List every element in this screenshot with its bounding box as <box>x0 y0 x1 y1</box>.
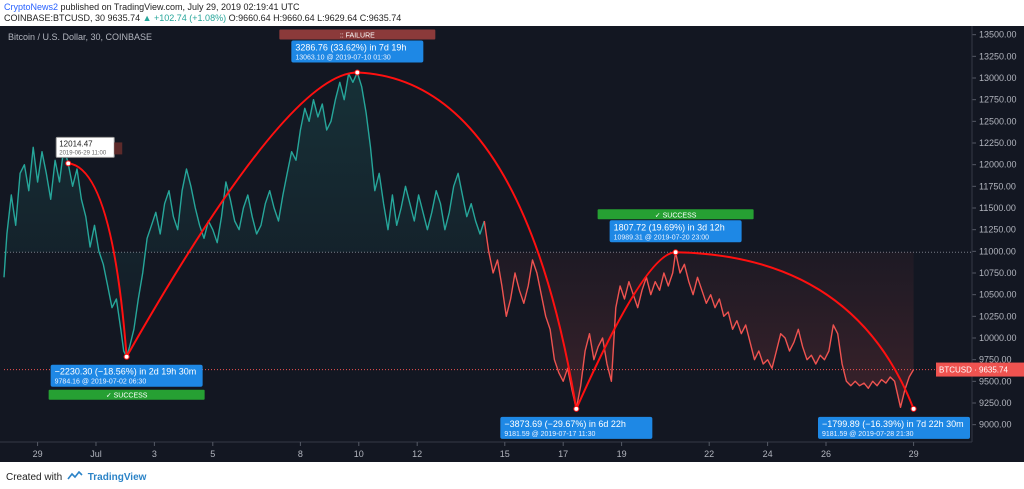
swing-point <box>672 249 679 256</box>
last-price-box <box>936 362 1024 377</box>
ohlc-values: O:9660.64 H:9660.64 L:9629.64 C:9635.74 <box>228 13 402 23</box>
swing-point <box>910 405 917 412</box>
annotation-box <box>291 40 424 63</box>
x-tick-label: 8 <box>298 449 303 459</box>
x-tick-label: 24 <box>763 449 773 459</box>
swing-arc <box>575 251 676 410</box>
author-link[interactable]: CryptoNews2 <box>4 2 59 12</box>
footer: Created with TradingView <box>0 462 1024 489</box>
annotation-box <box>609 220 742 243</box>
x-tick-label: 26 <box>821 449 831 459</box>
y-tick-label: 11250.00 <box>979 225 1016 235</box>
y-tick-label: 9000.00 <box>979 420 1012 430</box>
status-badge <box>279 29 436 40</box>
y-tick-label: 11750.00 <box>979 181 1016 191</box>
x-tick-label: 12 <box>412 449 422 459</box>
y-tick-label: 12000.00 <box>979 160 1017 170</box>
y-tick-label: 11500.00 <box>979 203 1016 213</box>
price-change: ▲ +102.74 (+1.08%) <box>142 13 227 23</box>
status-badge-label: ✓ SUCCESS <box>106 393 148 400</box>
annotation-sub: 13063.10 @ 2019-07-10 01:30 <box>295 55 391 62</box>
x-tick-label: 15 <box>500 449 510 459</box>
x-tick-label: 29 <box>909 449 919 459</box>
annotation-label: 12014.47 <box>59 139 93 148</box>
x-tick-label: 19 <box>617 449 627 459</box>
y-tick-label: 10500.00 <box>979 290 1017 300</box>
x-tick-label: Jul <box>90 449 102 459</box>
status-badge-label: :: FAILURE <box>340 33 375 40</box>
annotation-label: −3873.69 (−29.67%) in 6d 22h <box>504 419 626 429</box>
published-text: published on TradingView.com, July 29, 2… <box>60 2 300 12</box>
x-tick-label: 29 <box>33 449 43 459</box>
y-tick-label: 13000.00 <box>979 73 1017 83</box>
x-tick-label: 22 <box>704 449 714 459</box>
series-area <box>4 72 485 357</box>
last-price-tag: BTCUSD · 9635.74 <box>939 366 1008 375</box>
tradingview-logo-icon <box>67 470 83 484</box>
swing-point <box>123 353 130 360</box>
x-tick-label: 3 <box>152 449 157 459</box>
swing-point <box>573 405 580 412</box>
swing-arc <box>125 71 358 358</box>
created-with: Created with TradingView <box>6 470 147 484</box>
created-with-text: Created with <box>6 472 63 484</box>
annotation-label: 3286.76 (33.62%) in 7d 19h <box>295 43 406 53</box>
price-chart[interactable]: Bitcoin / U.S. Dollar, 30, COINBASE 13500… <box>0 26 1024 462</box>
y-tick-label: 13250.00 <box>979 51 1017 61</box>
annotation-box <box>818 416 970 439</box>
annotation-sub: 10989.31 @ 2019-07-20 23:00 <box>614 234 710 241</box>
x-tick-label: 5 <box>210 449 215 459</box>
annotation-label: −1799.89 (−16.39%) in 7d 22h 30m <box>822 419 964 429</box>
annotation-sub: 9784.16 @ 2019-07-02 06:30 <box>55 379 147 386</box>
swing-arc <box>68 162 128 357</box>
price-series-line <box>483 220 915 410</box>
swing-point <box>354 69 361 76</box>
symbol-label: COINBASE:BTCUSD, 30 <box>4 13 106 23</box>
publish-header: CryptoNews2 published on TradingView.com… <box>0 0 1024 26</box>
status-badge <box>48 389 205 400</box>
annotation-sub: 9181.59 @ 2019-07-17 11:30 <box>504 431 595 438</box>
y-tick-label: 10000.00 <box>979 333 1017 343</box>
status-badge <box>597 209 754 220</box>
swing-point <box>65 160 72 167</box>
symbol-info: COINBASE:BTCUSD, 30 9635.74 ▲ +102.74 (+… <box>4 13 401 23</box>
tradingview-brand[interactable]: TradingView <box>87 472 147 484</box>
last-price: 9635.74 <box>107 13 141 23</box>
chart-area[interactable]: Bitcoin / U.S. Dollar, 30, COINBASE 13500… <box>0 26 1024 462</box>
annotation-label: 1807.72 (19.69%) in 3d 12h <box>614 222 725 232</box>
annotation-box <box>500 416 653 439</box>
y-tick-label: 12500.00 <box>979 116 1017 126</box>
annotation-box <box>50 364 203 387</box>
y-tick-label: 10750.00 <box>979 268 1017 278</box>
y-tick-label: 10250.00 <box>979 311 1017 321</box>
y-tick-label: 11000.00 <box>979 246 1016 256</box>
annotation-label: −2230.30 (−18.56%) in 2d 19h 30m <box>55 367 197 377</box>
chart-title: Bitcoin / U.S. Dollar, 30, COINBASE <box>8 32 152 42</box>
x-tick-label: 17 <box>558 449 568 459</box>
y-tick-label: 9500.00 <box>979 376 1012 386</box>
y-tick-label: 12750.00 <box>979 95 1017 105</box>
y-tick-label: 13500.00 <box>979 30 1017 40</box>
price-series-line <box>3 71 485 358</box>
annotation-marker <box>114 142 123 155</box>
y-tick-label: 9750.00 <box>979 355 1012 365</box>
swing-arc <box>357 71 578 410</box>
y-tick-label: 9250.00 <box>979 398 1012 408</box>
series-area <box>484 221 914 409</box>
publish-info: CryptoNews2 published on TradingView.com… <box>4 2 300 12</box>
status-badge-label: ✓ SUCCESS <box>655 212 697 219</box>
y-tick-label: 12250.00 <box>979 138 1017 148</box>
x-tick-label: 10 <box>354 449 364 459</box>
annotation-date: 2019-06-29 11:00 <box>59 150 107 156</box>
swing-arc <box>675 251 915 410</box>
annotation-sub: 9181.59 @ 2019-07-28 21:30 <box>822 431 914 438</box>
